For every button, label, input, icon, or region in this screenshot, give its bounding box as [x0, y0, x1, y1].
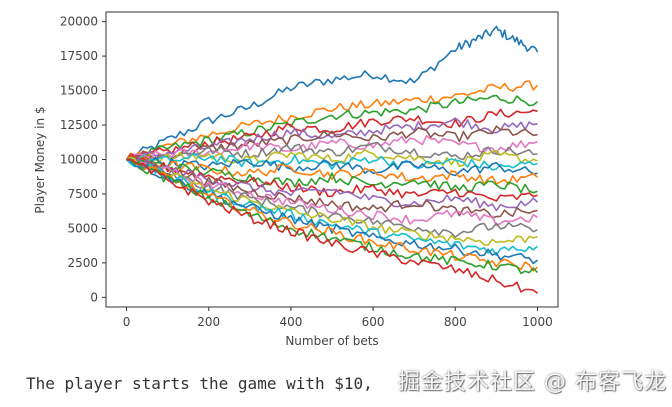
series-line-6 — [126, 125, 538, 162]
caption-text: The player starts the game with $10, — [26, 374, 373, 393]
y-tick-label: 17500 — [60, 49, 98, 63]
series-line-19 — [126, 156, 538, 246]
series-line-5 — [126, 117, 538, 164]
series-line-15 — [125, 157, 539, 212]
y-tick-label: 10000 — [60, 153, 98, 167]
series-lines — [125, 25, 539, 294]
x-tick-label: 0 — [123, 315, 131, 329]
x-axis-label: Number of bets — [285, 334, 378, 348]
y-tick-label: 15000 — [60, 84, 98, 98]
x-tick-label: 1000 — [522, 315, 553, 329]
chart: 0 200 400 600 800 1000 0 2500 5000 7500 10000 1250… — [33, 11, 559, 348]
x-axis: 0 200 400 600 800 1000 — [123, 307, 553, 329]
series-line-18 — [126, 156, 538, 238]
y-tick-label: 12500 — [60, 118, 98, 132]
y-axis-label: Player Money in $ — [33, 106, 47, 213]
series-line-7 — [126, 135, 538, 161]
series-line-24 — [126, 158, 538, 294]
series-line-10 — [125, 153, 538, 171]
y-tick-label: 5000 — [67, 221, 98, 235]
series-line-23 — [126, 158, 539, 275]
series-line-22 — [126, 158, 539, 272]
series-line-1 — [125, 25, 539, 161]
series-line-13 — [125, 158, 538, 194]
series-line-3 — [126, 94, 539, 161]
series-line-4 — [125, 108, 538, 160]
y-tick-label: 2500 — [67, 256, 98, 270]
y-tick-label: 7500 — [67, 187, 98, 201]
series-line-17 — [126, 156, 538, 227]
x-tick-label: 800 — [444, 315, 467, 329]
series-line-9 — [125, 149, 538, 167]
x-tick-label: 200 — [197, 315, 220, 329]
y-tick-label: 20000 — [60, 15, 98, 29]
series-line-2 — [125, 80, 539, 160]
watermark-text: 掘金技术社区 @ 布客飞龙 — [398, 370, 667, 395]
line-chart: 0 200 400 600 800 1000 0 2500 5000 7500 10000 1250… — [33, 11, 559, 348]
x-tick-label: 600 — [362, 315, 385, 329]
y-tick-label: 0 — [90, 290, 98, 304]
y-axis: 0 2500 5000 7500 10000 12500 15000 17500 20000 — [60, 15, 106, 304]
series-line-11 — [126, 156, 538, 177]
x-tick-label: 400 — [279, 315, 302, 329]
